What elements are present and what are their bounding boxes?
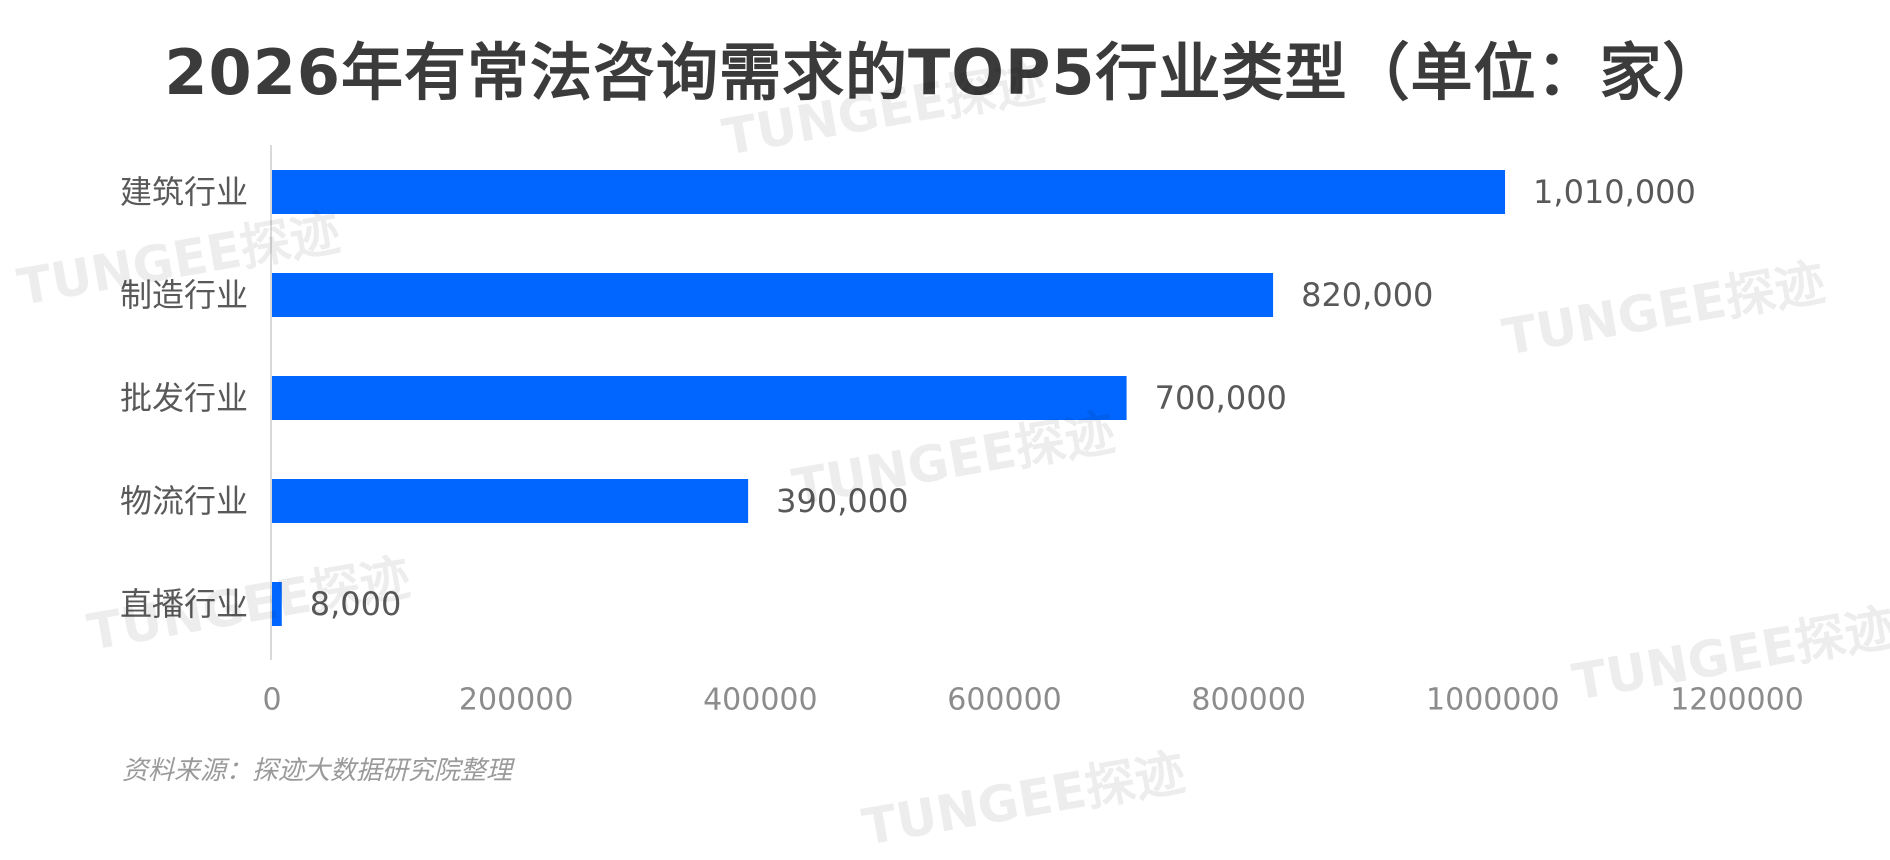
- value-label: 8,000: [310, 585, 402, 623]
- x-tick-label: 600000: [947, 683, 1062, 718]
- x-tick-label: 400000: [703, 683, 818, 718]
- bars-group: [272, 170, 1505, 626]
- value-label: 1,010,000: [1533, 173, 1696, 211]
- source-note: 资料来源：探迹大数据研究院整理: [122, 750, 512, 787]
- value-label: 390,000: [776, 482, 908, 520]
- value-label: 700,000: [1155, 379, 1287, 417]
- x-tick-label: 800000: [1191, 683, 1306, 718]
- bar-1: [272, 170, 1505, 214]
- category-label: 制造行业: [120, 276, 248, 314]
- value-label: 820,000: [1301, 276, 1433, 314]
- category-label: 物流行业: [120, 482, 248, 520]
- x-tick-label: 200000: [459, 683, 574, 718]
- x-tick-label: 1000000: [1426, 683, 1560, 718]
- bar-4: [272, 479, 748, 523]
- bar-3: [272, 376, 1127, 420]
- bar-5: [272, 582, 282, 626]
- x-tick-label: 1200000: [1670, 683, 1804, 718]
- category-label: 批发行业: [120, 379, 248, 417]
- x-axis-ticks: 0 200000 400000 600000 800000 1000000 1200000: [262, 683, 1803, 718]
- bar-2: [272, 273, 1273, 317]
- x-tick-label: 0: [262, 683, 281, 718]
- category-label: 直播行业: [120, 585, 248, 623]
- category-label: 建筑行业: [120, 173, 248, 211]
